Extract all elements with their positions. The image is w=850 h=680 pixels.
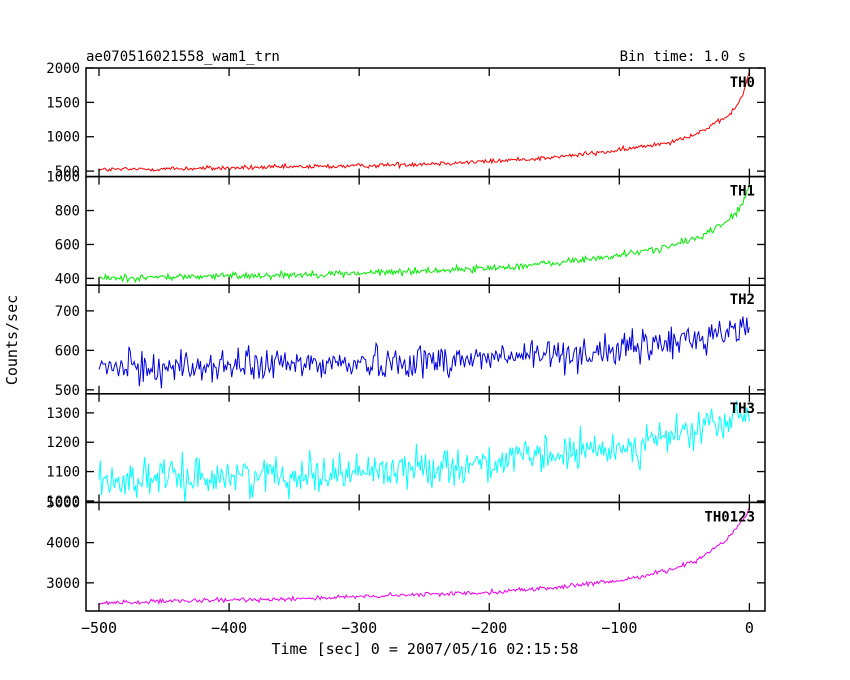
panels-group: 500100015002000TH04006008001000TH1500600… (46, 61, 766, 612)
y-tick-label: 1200 (46, 435, 80, 451)
y-tick-label: 1300 (46, 406, 80, 422)
series-name-th0: TH0 (730, 75, 755, 91)
figure-title: ae070516021558_wam1_trn (86, 49, 280, 65)
y-tick-label: 3000 (46, 576, 80, 592)
series-line-th0123 (99, 506, 750, 606)
y-tick-label: 800 (55, 204, 80, 220)
series-line-th1 (98, 183, 750, 284)
y-tick-label: 2000 (46, 61, 80, 77)
y-tick-label: 500 (55, 383, 80, 399)
panel-th2: 500 600 700 TH2 (55, 284, 766, 399)
y-tick-label: 1500 (46, 95, 80, 111)
x-tick-label: −100 (601, 619, 637, 637)
y-tick-label: 600 (55, 343, 80, 359)
panel-frame (85, 175, 766, 286)
y-tick-label: 600 (55, 237, 80, 253)
panel-frame (85, 284, 766, 395)
panel-th3: 1000 1100 1200 1300 TH3 (46, 393, 766, 510)
series-name-th1: TH1 (730, 184, 755, 200)
y-tick-label: 400 (55, 271, 80, 287)
x-tick-label: −200 (471, 619, 507, 637)
series-name-th3: TH3 (730, 401, 755, 417)
panel-th0: 500 1000 1500 2000 TH0 (46, 61, 766, 180)
x-tick-label: −500 (81, 619, 117, 637)
series-line-th2 (98, 316, 750, 389)
panel-th1: 400 600 800 1000 TH1 (46, 170, 766, 287)
series-name-th0123: TH0123 (704, 509, 755, 525)
y-tick-label: 5000 (46, 495, 80, 511)
panel-frame (85, 67, 766, 178)
x-axis-label: Time [sec] 0 = 2007/05/16 02:15:58 (271, 640, 578, 658)
series-line-th3 (98, 400, 750, 503)
y-axis-label: Counts/sec (3, 295, 21, 385)
x-tick-label: −400 (211, 619, 247, 637)
series-name-th2: TH2 (730, 292, 755, 308)
y-tick-label: 1100 (46, 465, 80, 481)
x-tick-label: −300 (341, 619, 377, 637)
y-tick-label: 1000 (46, 130, 80, 146)
y-tick-label: 500 (55, 164, 80, 180)
panel-frame (85, 393, 766, 504)
y-tick-label: 1000 (46, 170, 80, 186)
y-tick-label: 700 (55, 304, 80, 320)
panel-th0123: 3000 4000 5000 TH0123 (46, 495, 766, 612)
x-axis: −500 −400 −300 −200 −100 0 (81, 619, 754, 637)
y-tick-label: 4000 (46, 536, 80, 552)
x-tick-label: 0 (745, 619, 754, 637)
bin-time-label: Bin time: 1.0 s (620, 49, 746, 65)
y-tick-label: 1000 (46, 494, 80, 510)
panel-frame (85, 501, 766, 612)
series-line-th0 (98, 70, 750, 172)
